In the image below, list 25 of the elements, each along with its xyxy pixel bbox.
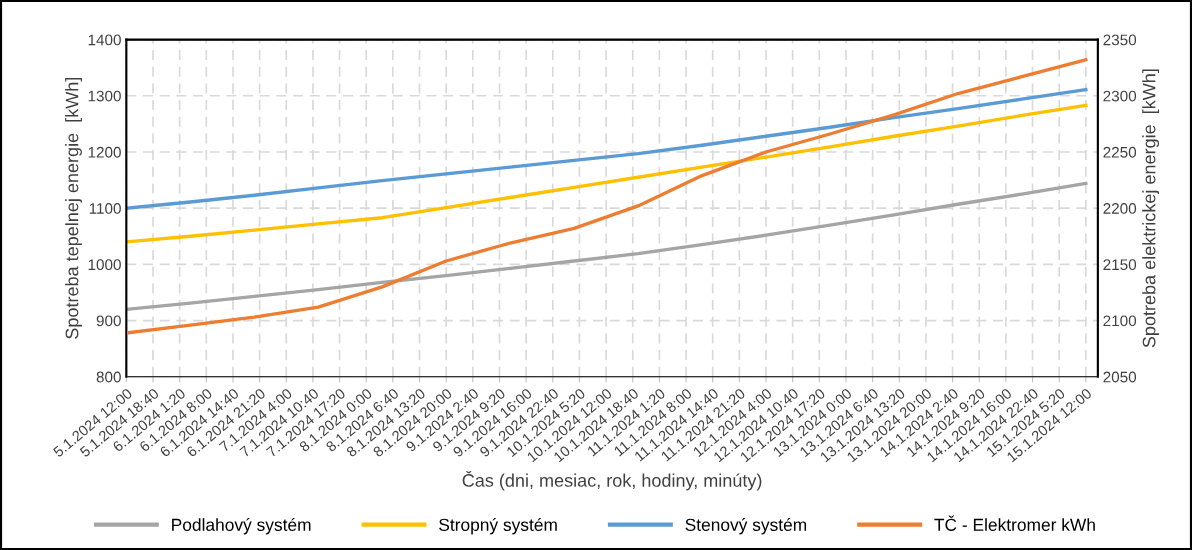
y2-tick-label: 2200 (1103, 203, 1137, 214)
legend-label: Stropný systém (439, 517, 557, 535)
y2-tick-label: 2300 (1103, 90, 1137, 102)
line-series (126, 87, 1088, 210)
y2-tick-label: 2250 (1103, 146, 1137, 158)
y-tick-label: 1000 (88, 259, 121, 271)
y-tick-label: 1400 (88, 34, 121, 46)
y-tick-label: 800 (96, 371, 121, 383)
y2-tick-label: 2100 (1103, 315, 1137, 327)
y2-tick-label: 2050 (1103, 371, 1137, 383)
legend-label: Stenový systém (685, 517, 807, 535)
y-axis-title: Spotreba tepelnej energie [kWh] (65, 77, 82, 339)
line-series (126, 181, 1088, 311)
line-series (126, 103, 1088, 244)
x-axis-title: Čas (dni, mesiac, rok, hodiny, minúty) (462, 470, 762, 491)
y2-tick-label: 2150 (1103, 259, 1137, 271)
y-tick-label: 1300 (88, 90, 121, 102)
y-tick-label: 1200 (88, 146, 121, 158)
legend-label: Podlahový systém (172, 517, 311, 535)
line-series (126, 58, 1088, 335)
y2-axis-title: Spotreba elektrickej energie [kWh] (1142, 69, 1160, 348)
y-tick-label: 900 (96, 315, 121, 327)
y2-tick-label: 2350 (1103, 34, 1137, 46)
legend-label: TČ - Elektromer kWh (934, 515, 1095, 531)
y-tick-label: 1100 (89, 203, 121, 214)
